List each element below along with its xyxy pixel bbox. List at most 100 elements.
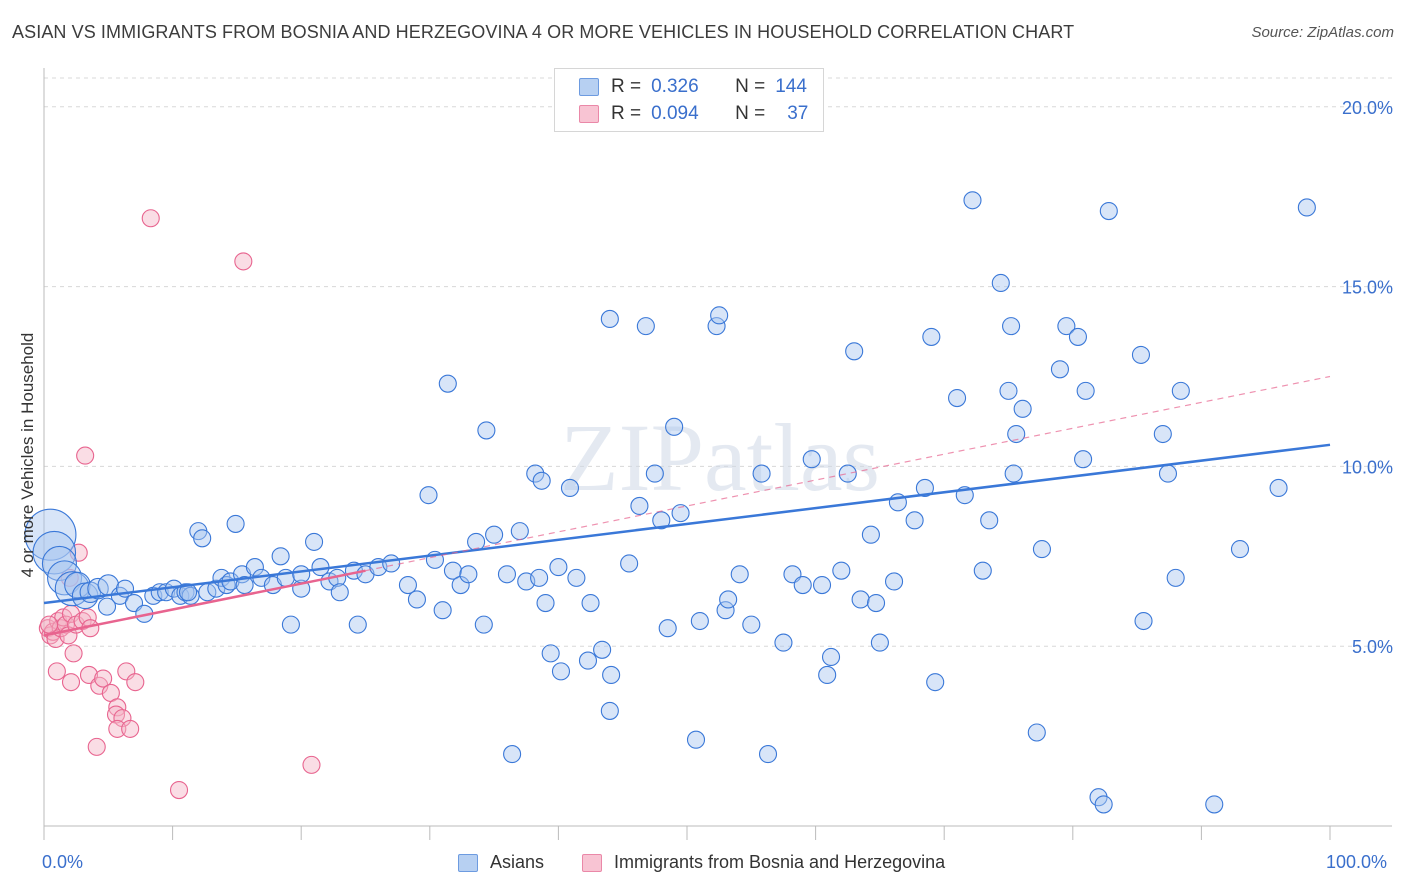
data-point xyxy=(207,579,226,598)
data-point xyxy=(73,611,92,631)
data-point xyxy=(108,719,127,738)
data-point xyxy=(719,590,738,609)
data-point xyxy=(169,780,189,800)
data-point xyxy=(1205,795,1224,814)
legend-item-label: Immigrants from Bosnia and Herzegovina xyxy=(614,852,946,872)
data-point xyxy=(532,471,551,490)
data-point xyxy=(281,615,300,634)
data-point xyxy=(620,554,639,573)
data-point xyxy=(1131,345,1151,364)
data-point xyxy=(636,317,655,336)
legend-n-value: 144 xyxy=(775,76,807,97)
legend-row-asians: R = 0.326 N = 144 xyxy=(555,75,807,99)
legend-swatch-blue xyxy=(579,78,599,96)
legend-r-label: R = xyxy=(611,76,642,97)
data-point xyxy=(443,561,462,580)
x-tick-max: 100.0% xyxy=(1326,852,1388,872)
data-point xyxy=(838,464,857,483)
data-point xyxy=(999,381,1018,400)
data-point xyxy=(1134,611,1153,631)
trend-lines xyxy=(43,375,1331,637)
data-point xyxy=(870,633,889,652)
data-point xyxy=(234,252,253,271)
data-point xyxy=(193,529,212,548)
legend-swatch-pink xyxy=(579,105,599,123)
data-point xyxy=(600,701,619,720)
data-point xyxy=(477,421,496,440)
data-point xyxy=(47,662,66,681)
data-point xyxy=(551,662,571,681)
data-point xyxy=(178,583,198,602)
data-point xyxy=(47,560,83,596)
data-point xyxy=(812,576,832,595)
data-point xyxy=(330,583,349,602)
legend-n-label: N = xyxy=(735,76,766,97)
legend-item-label: Asians xyxy=(490,852,545,872)
data-point xyxy=(832,561,851,580)
data-point xyxy=(578,651,598,670)
data-point xyxy=(1007,424,1026,444)
data-point xyxy=(497,565,517,584)
y-tick-label: 20.0% xyxy=(1342,98,1393,118)
data-point xyxy=(76,446,95,465)
data-point xyxy=(438,374,457,393)
data-point xyxy=(658,619,677,638)
data-point xyxy=(1068,327,1087,346)
trend-line-bosnia xyxy=(43,569,366,637)
data-point xyxy=(593,640,612,659)
data-point xyxy=(474,615,493,634)
y-tick-labels: 5.0% 10.0% 15.0% 20.0% xyxy=(1342,98,1393,657)
data-point xyxy=(1074,450,1093,469)
legend-item-bosnia: Immigrants from Bosnia and Herzegovina xyxy=(582,852,945,873)
data-point xyxy=(973,561,992,580)
y-axis-label: 4 or more Vehicles in Household xyxy=(18,332,37,578)
data-point xyxy=(851,590,870,609)
data-point xyxy=(818,665,837,685)
data-point xyxy=(541,644,560,663)
data-point xyxy=(1050,360,1069,379)
data-point xyxy=(292,565,311,584)
data-point xyxy=(742,615,761,634)
data-point xyxy=(61,673,81,692)
y-tick-label: 5.0% xyxy=(1352,637,1393,657)
data-point xyxy=(963,191,982,210)
legend-swatch-pink xyxy=(582,853,602,872)
data-point xyxy=(459,565,478,584)
watermark: ZIPatlas xyxy=(560,404,880,511)
data-point xyxy=(121,719,140,738)
data-point xyxy=(108,698,127,717)
y-tick-label: 15.0% xyxy=(1342,278,1393,298)
data-point xyxy=(1057,317,1076,336)
data-point xyxy=(302,755,321,774)
data-point xyxy=(905,511,924,530)
data-point xyxy=(32,530,77,575)
data-point xyxy=(707,317,726,336)
legend-r-value: 0.326 xyxy=(651,76,699,97)
data-point xyxy=(226,514,245,533)
data-point xyxy=(1099,202,1118,221)
data-point xyxy=(710,306,729,325)
data-point xyxy=(560,478,580,498)
data-point xyxy=(348,615,367,634)
data-point xyxy=(503,745,522,764)
data-point xyxy=(802,450,821,469)
data-point xyxy=(64,644,83,663)
data-point xyxy=(141,209,160,228)
data-point xyxy=(1297,198,1316,217)
correlation-legend: R = 0.326 N = 144 R = 0.094 N = 37 xyxy=(554,68,824,132)
data-point xyxy=(407,590,426,609)
data-point xyxy=(845,342,864,361)
data-point xyxy=(671,504,690,523)
data-point xyxy=(793,576,812,595)
data-point xyxy=(235,576,254,595)
data-point xyxy=(24,508,77,561)
data-point xyxy=(926,673,945,692)
legend-r-value: 0.094 xyxy=(651,103,699,124)
y-tick-label: 10.0% xyxy=(1342,457,1393,477)
data-point xyxy=(1002,317,1021,336)
data-point xyxy=(861,525,880,544)
data-point xyxy=(1094,795,1113,814)
data-point xyxy=(69,543,88,562)
data-point xyxy=(510,522,529,541)
data-point xyxy=(40,615,59,634)
